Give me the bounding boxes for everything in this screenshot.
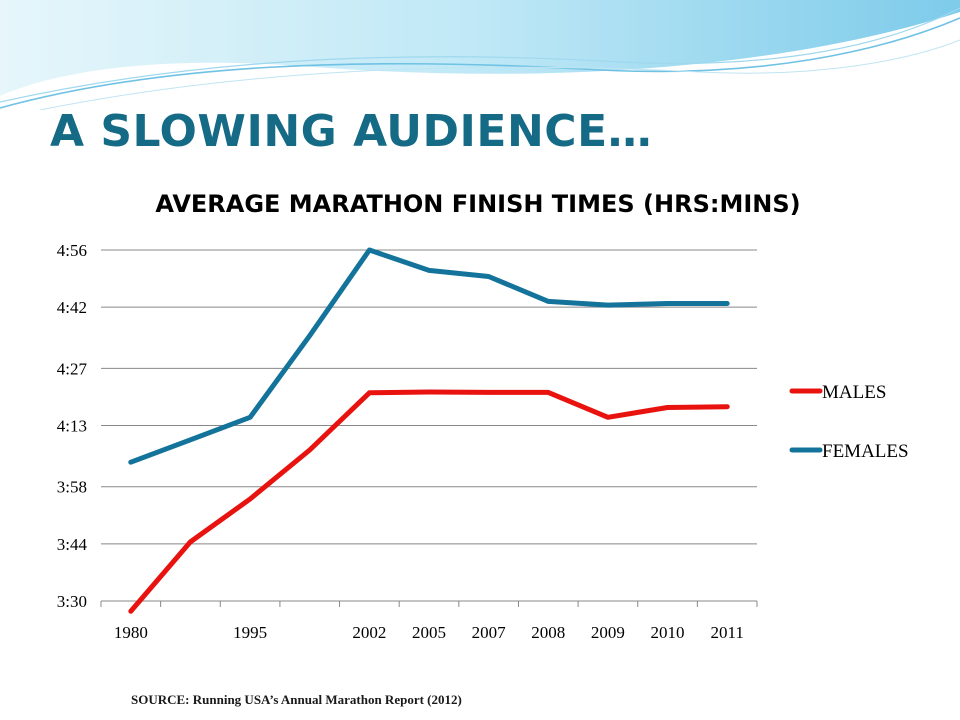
y-axis-tick-labels: 3:30 3:44 3:58 4:13 4:27 4:42 4:56 <box>57 241 88 611</box>
header-wave-decoration <box>0 0 960 110</box>
y-tick-label: 4:56 <box>57 241 87 260</box>
y-tick-label: 3:44 <box>57 535 88 554</box>
slide-title: A SLOWING AUDIENCE… <box>50 106 653 157</box>
x-axis-tick-labels: 1980 1995 2002 2005 2007 2008 2009 2010 2011 <box>114 623 744 642</box>
x-tick-label: 2011 <box>710 623 743 642</box>
x-tick-label: 1980 <box>114 623 148 642</box>
x-tick-label: 1995 <box>233 623 267 642</box>
gridlines <box>101 249 757 545</box>
series-line-males <box>128 389 730 614</box>
y-tick-label: 3:30 <box>57 592 87 611</box>
x-tick-label: 2005 <box>412 623 446 642</box>
y-tick-label: 4:42 <box>57 298 87 317</box>
legend-label-males: MALES <box>822 382 886 403</box>
y-tick-label: 3:58 <box>57 478 87 497</box>
y-tick-label: 4:27 <box>57 359 88 378</box>
x-tick-label: 2010 <box>651 623 685 642</box>
series-line-females <box>128 247 730 465</box>
x-axis <box>100 600 758 607</box>
series-lines <box>128 247 730 614</box>
legend-label-females: FEMALES <box>822 441 909 462</box>
x-tick-label: 2008 <box>531 623 565 642</box>
x-tick-label: 2009 <box>591 623 625 642</box>
y-tick-label: 4:13 <box>57 417 87 436</box>
x-tick-label: 2002 <box>352 623 386 642</box>
chart-title: AVERAGE MARATHON FINISH TIMES (HRS:MINS) <box>155 190 800 218</box>
x-tick-label: 2007 <box>472 623 507 642</box>
legend: MALES FEMALES <box>789 382 909 462</box>
source-note: SOURCE: Running USA’s Annual Marathon Re… <box>131 692 462 707</box>
